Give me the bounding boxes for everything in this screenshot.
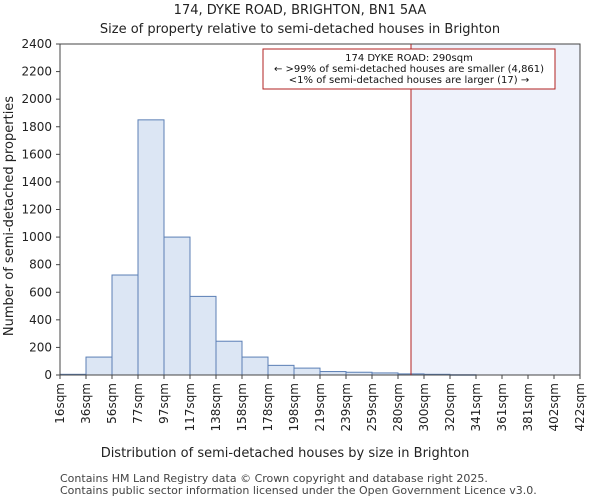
- y-tick-label: 400: [29, 313, 52, 327]
- y-tick-label: 200: [29, 340, 52, 354]
- y-tick-label: 1400: [21, 175, 52, 189]
- annotation-box: 174 DYKE ROAD: 290sqm ← >99% of semi-det…: [262, 48, 556, 90]
- x-tick-label: 422sqm: [573, 383, 587, 431]
- x-tick-label: 36sqm: [79, 383, 93, 424]
- y-tick-label: 2200: [21, 65, 52, 79]
- y-tick-label: 1200: [21, 203, 52, 217]
- y-axis-label: Number of semi-detached properties: [2, 96, 17, 336]
- x-tick-label: 361sqm: [495, 383, 509, 431]
- y-tick-label: 2400: [21, 37, 52, 51]
- x-tick-label: 280sqm: [391, 383, 405, 431]
- x-tick-label: 341sqm: [469, 383, 483, 431]
- bar-178sqm: [267, 364, 295, 376]
- bar-138sqm: [215, 340, 243, 376]
- chart-subtitle: Size of property relative to semi-detach…: [100, 22, 500, 37]
- x-tick-label: 259sqm: [365, 383, 379, 431]
- y-tick-label: 2000: [21, 92, 52, 106]
- annotation-line-2: ← >99% of semi-detached houses are small…: [274, 64, 544, 75]
- footer-line-2: Contains public sector information licen…: [60, 484, 537, 497]
- x-tick-label: 117sqm: [183, 383, 197, 431]
- x-tick-label: 239sqm: [339, 383, 353, 431]
- x-tick-label: 158sqm: [235, 383, 249, 431]
- footer-line-1: Contains HM Land Registry data © Crown c…: [60, 472, 488, 485]
- x-tick-label: 300sqm: [417, 383, 431, 431]
- x-tick-label: 16sqm: [53, 383, 67, 424]
- larger-region-highlight: [411, 44, 580, 375]
- y-tick-label: 1600: [21, 147, 52, 161]
- x-tick-label: 138sqm: [209, 383, 223, 431]
- x-tick-label: 56sqm: [105, 383, 119, 424]
- chart-title: 174, DYKE ROAD, BRIGHTON, BN1 5AA: [174, 3, 427, 18]
- x-tick-label: 178sqm: [261, 383, 275, 431]
- bars-group: [59, 119, 477, 376]
- y-tick-label: 1000: [21, 230, 52, 244]
- bar-219sqm: [319, 371, 347, 376]
- bar-158sqm: [241, 356, 269, 376]
- x-axis-label: Distribution of semi-detached houses by …: [101, 446, 470, 461]
- x-tick-label: 77sqm: [131, 383, 145, 424]
- x-tick-label: 320sqm: [443, 383, 457, 431]
- x-tick-label: 381sqm: [521, 383, 535, 431]
- x-tick-label: 219sqm: [313, 383, 327, 431]
- bar-198sqm: [293, 367, 321, 376]
- x-tick-label: 97sqm: [157, 383, 171, 424]
- x-ticks-group: 16sqm 36sqm 56sqm 77sqm 97sqm 117sqm 138sqm 158…: [53, 375, 587, 431]
- y-tick-label: 600: [29, 285, 52, 299]
- annotation-line-3: <1% of semi-detached houses are larger (…: [289, 75, 529, 86]
- bar-117sqm: [189, 295, 217, 376]
- annotation-frame: [262, 48, 556, 90]
- bar-36sqm: [85, 356, 113, 376]
- x-tick-label: 198sqm: [287, 383, 301, 431]
- chart: 174, DYKE ROAD, BRIGHTON, BN1 5AA Size o…: [2, 3, 587, 461]
- x-tick-label: 402sqm: [547, 383, 561, 431]
- y-tick-label: 1800: [21, 120, 52, 134]
- bar-77sqm: [137, 119, 165, 376]
- y-ticks-group: 0 200 400 600 800 1000 1200 1400 1600 1800 2000 220…: [21, 37, 60, 382]
- bar-56sqm: [111, 274, 139, 376]
- bar-97sqm: [163, 236, 191, 376]
- y-tick-label: 800: [29, 258, 52, 272]
- annotation-line-1: 174 DYKE ROAD: 290sqm: [345, 53, 473, 64]
- y-tick-label: 0: [44, 368, 52, 382]
